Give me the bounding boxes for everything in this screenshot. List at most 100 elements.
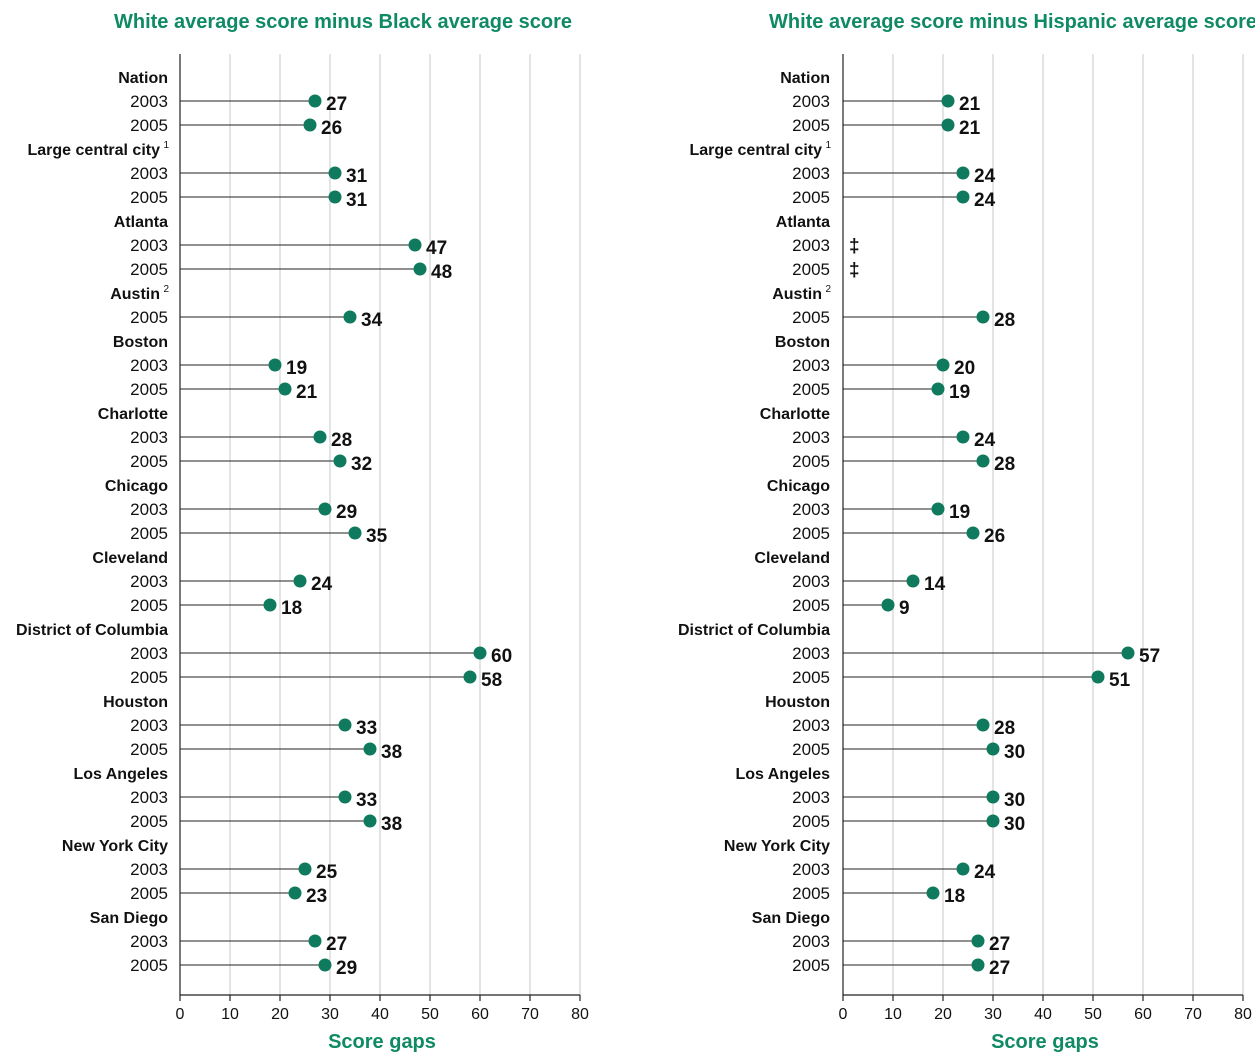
- data-point-cleveland-2003: [906, 574, 920, 588]
- chart-title: White average score minus Black average …: [114, 11, 572, 33]
- data-point-san-diego-2003: [308, 934, 322, 948]
- year-label: 2003: [130, 92, 168, 111]
- data-point-san-diego-2003: [971, 934, 985, 948]
- year-label: 2003: [130, 932, 168, 951]
- data-label: 47: [426, 238, 447, 259]
- group-label-nation: Nation: [118, 70, 168, 87]
- group-label-austin: Austin: [772, 286, 822, 303]
- x-tick-label: 10: [221, 1006, 239, 1023]
- group-label-houston: Houston: [765, 694, 830, 711]
- year-label: 2003: [130, 428, 168, 447]
- data-label: 33: [356, 790, 377, 811]
- data-note-reporting-standards: ‡: [849, 236, 860, 257]
- data-point-los-angeles-2003: [986, 790, 1000, 804]
- group-label-new-york-city: New York City: [724, 838, 830, 855]
- data-label: 38: [381, 814, 402, 835]
- data-label: 24: [974, 190, 996, 211]
- data-label: 51: [1109, 670, 1131, 691]
- year-label: 2005: [792, 452, 830, 471]
- year-label: 2005: [792, 596, 830, 615]
- year-label: 2003: [792, 356, 830, 375]
- year-label: 2005: [792, 188, 830, 207]
- group-label-boston: Boston: [113, 334, 168, 351]
- data-label: 30: [1004, 790, 1025, 811]
- data-note-reporting-standards: ‡: [849, 260, 860, 281]
- group-label-austin: Austin: [110, 286, 160, 303]
- year-label: 2003: [130, 236, 168, 255]
- data-point-nation-2005: [941, 118, 955, 132]
- data-point-large-central-city-2005: [328, 190, 342, 204]
- data-point-cleveland-2003: [293, 574, 307, 588]
- data-label: 23: [306, 886, 327, 907]
- x-tick-label: 60: [471, 1006, 489, 1023]
- group-label-large-central-city: Large central city: [28, 142, 161, 159]
- year-label: 2003: [130, 644, 168, 663]
- data-label: 28: [994, 454, 1015, 475]
- data-label: 35: [366, 526, 388, 547]
- data-label: 31: [346, 190, 368, 211]
- data-label: 34: [361, 310, 383, 331]
- x-tick-label: 0: [839, 1006, 848, 1023]
- data-point-boston-2005: [278, 382, 292, 396]
- group-label-district-of-columbia: District of Columbia: [16, 622, 168, 639]
- year-label: 2003: [130, 716, 168, 735]
- group-label-atlanta: Atlanta: [114, 214, 168, 231]
- x-axis-label: Score gaps: [991, 1031, 1099, 1053]
- data-point-chicago-2003: [318, 502, 332, 516]
- group-label-atlanta: Atlanta: [776, 214, 830, 231]
- data-point-houston-2005: [986, 742, 1000, 756]
- data-label: 9: [899, 598, 910, 619]
- year-label: 2005: [792, 956, 830, 975]
- group-label-san-diego: San Diego: [752, 910, 830, 927]
- data-point-new-york-city-2005: [926, 886, 940, 900]
- year-label: 2005: [130, 596, 168, 615]
- x-tick-label: 20: [271, 1006, 289, 1023]
- year-label: 2003: [792, 860, 830, 879]
- year-label: 2003: [792, 572, 830, 591]
- group-label-houston: Houston: [103, 694, 168, 711]
- data-label: 19: [286, 358, 307, 379]
- data-point-houston-2005: [363, 742, 377, 756]
- year-label: 2005: [130, 308, 168, 327]
- data-label: 18: [281, 598, 302, 619]
- data-point-atlanta-2005: [413, 262, 427, 276]
- x-tick-label: 30: [321, 1006, 339, 1023]
- year-label: 2003: [130, 860, 168, 879]
- data-label: 33: [356, 718, 377, 739]
- year-label: 2005: [130, 668, 168, 687]
- x-tick-label: 30: [984, 1006, 1002, 1023]
- year-label: 2003: [792, 236, 830, 255]
- group-label-los-angeles: Los Angeles: [73, 766, 168, 783]
- data-point-houston-2003: [338, 718, 352, 732]
- year-label: 2005: [130, 188, 168, 207]
- data-label: 21: [296, 382, 318, 403]
- data-point-san-diego-2005: [318, 958, 332, 972]
- data-label: 29: [336, 502, 357, 523]
- chart-title: White average score minus Hispanic avera…: [769, 11, 1255, 33]
- year-label: 2003: [792, 164, 830, 183]
- data-label: 30: [1004, 742, 1025, 763]
- x-tick-label: 80: [571, 1006, 589, 1023]
- data-point-los-angeles-2005: [986, 814, 1000, 828]
- x-tick-label: 70: [1184, 1006, 1202, 1023]
- group-label-charlotte: Charlotte: [98, 406, 168, 423]
- group-label-san-diego: San Diego: [90, 910, 168, 927]
- data-point-district-of-columbia-2003: [473, 646, 487, 660]
- group-label-new-york-city: New York City: [62, 838, 168, 855]
- data-point-charlotte-2003: [956, 430, 970, 444]
- x-tick-label: 80: [1234, 1006, 1252, 1023]
- group-label-chicago: Chicago: [105, 478, 168, 495]
- data-label: 58: [481, 670, 502, 691]
- data-point-atlanta-2003: [408, 238, 422, 252]
- year-label: 2005: [130, 452, 168, 471]
- data-label: 38: [381, 742, 402, 763]
- chart-panel-1: White average score minus Black average …: [16, 11, 589, 1053]
- year-label: 2005: [130, 812, 168, 831]
- data-point-austin-2005: [343, 310, 357, 324]
- data-label: 20: [954, 358, 975, 379]
- year-label: 2003: [792, 716, 830, 735]
- year-label: 2005: [130, 524, 168, 543]
- data-label: 27: [989, 934, 1010, 955]
- data-point-boston-2003: [268, 358, 282, 372]
- data-point-new-york-city-2003: [956, 862, 970, 876]
